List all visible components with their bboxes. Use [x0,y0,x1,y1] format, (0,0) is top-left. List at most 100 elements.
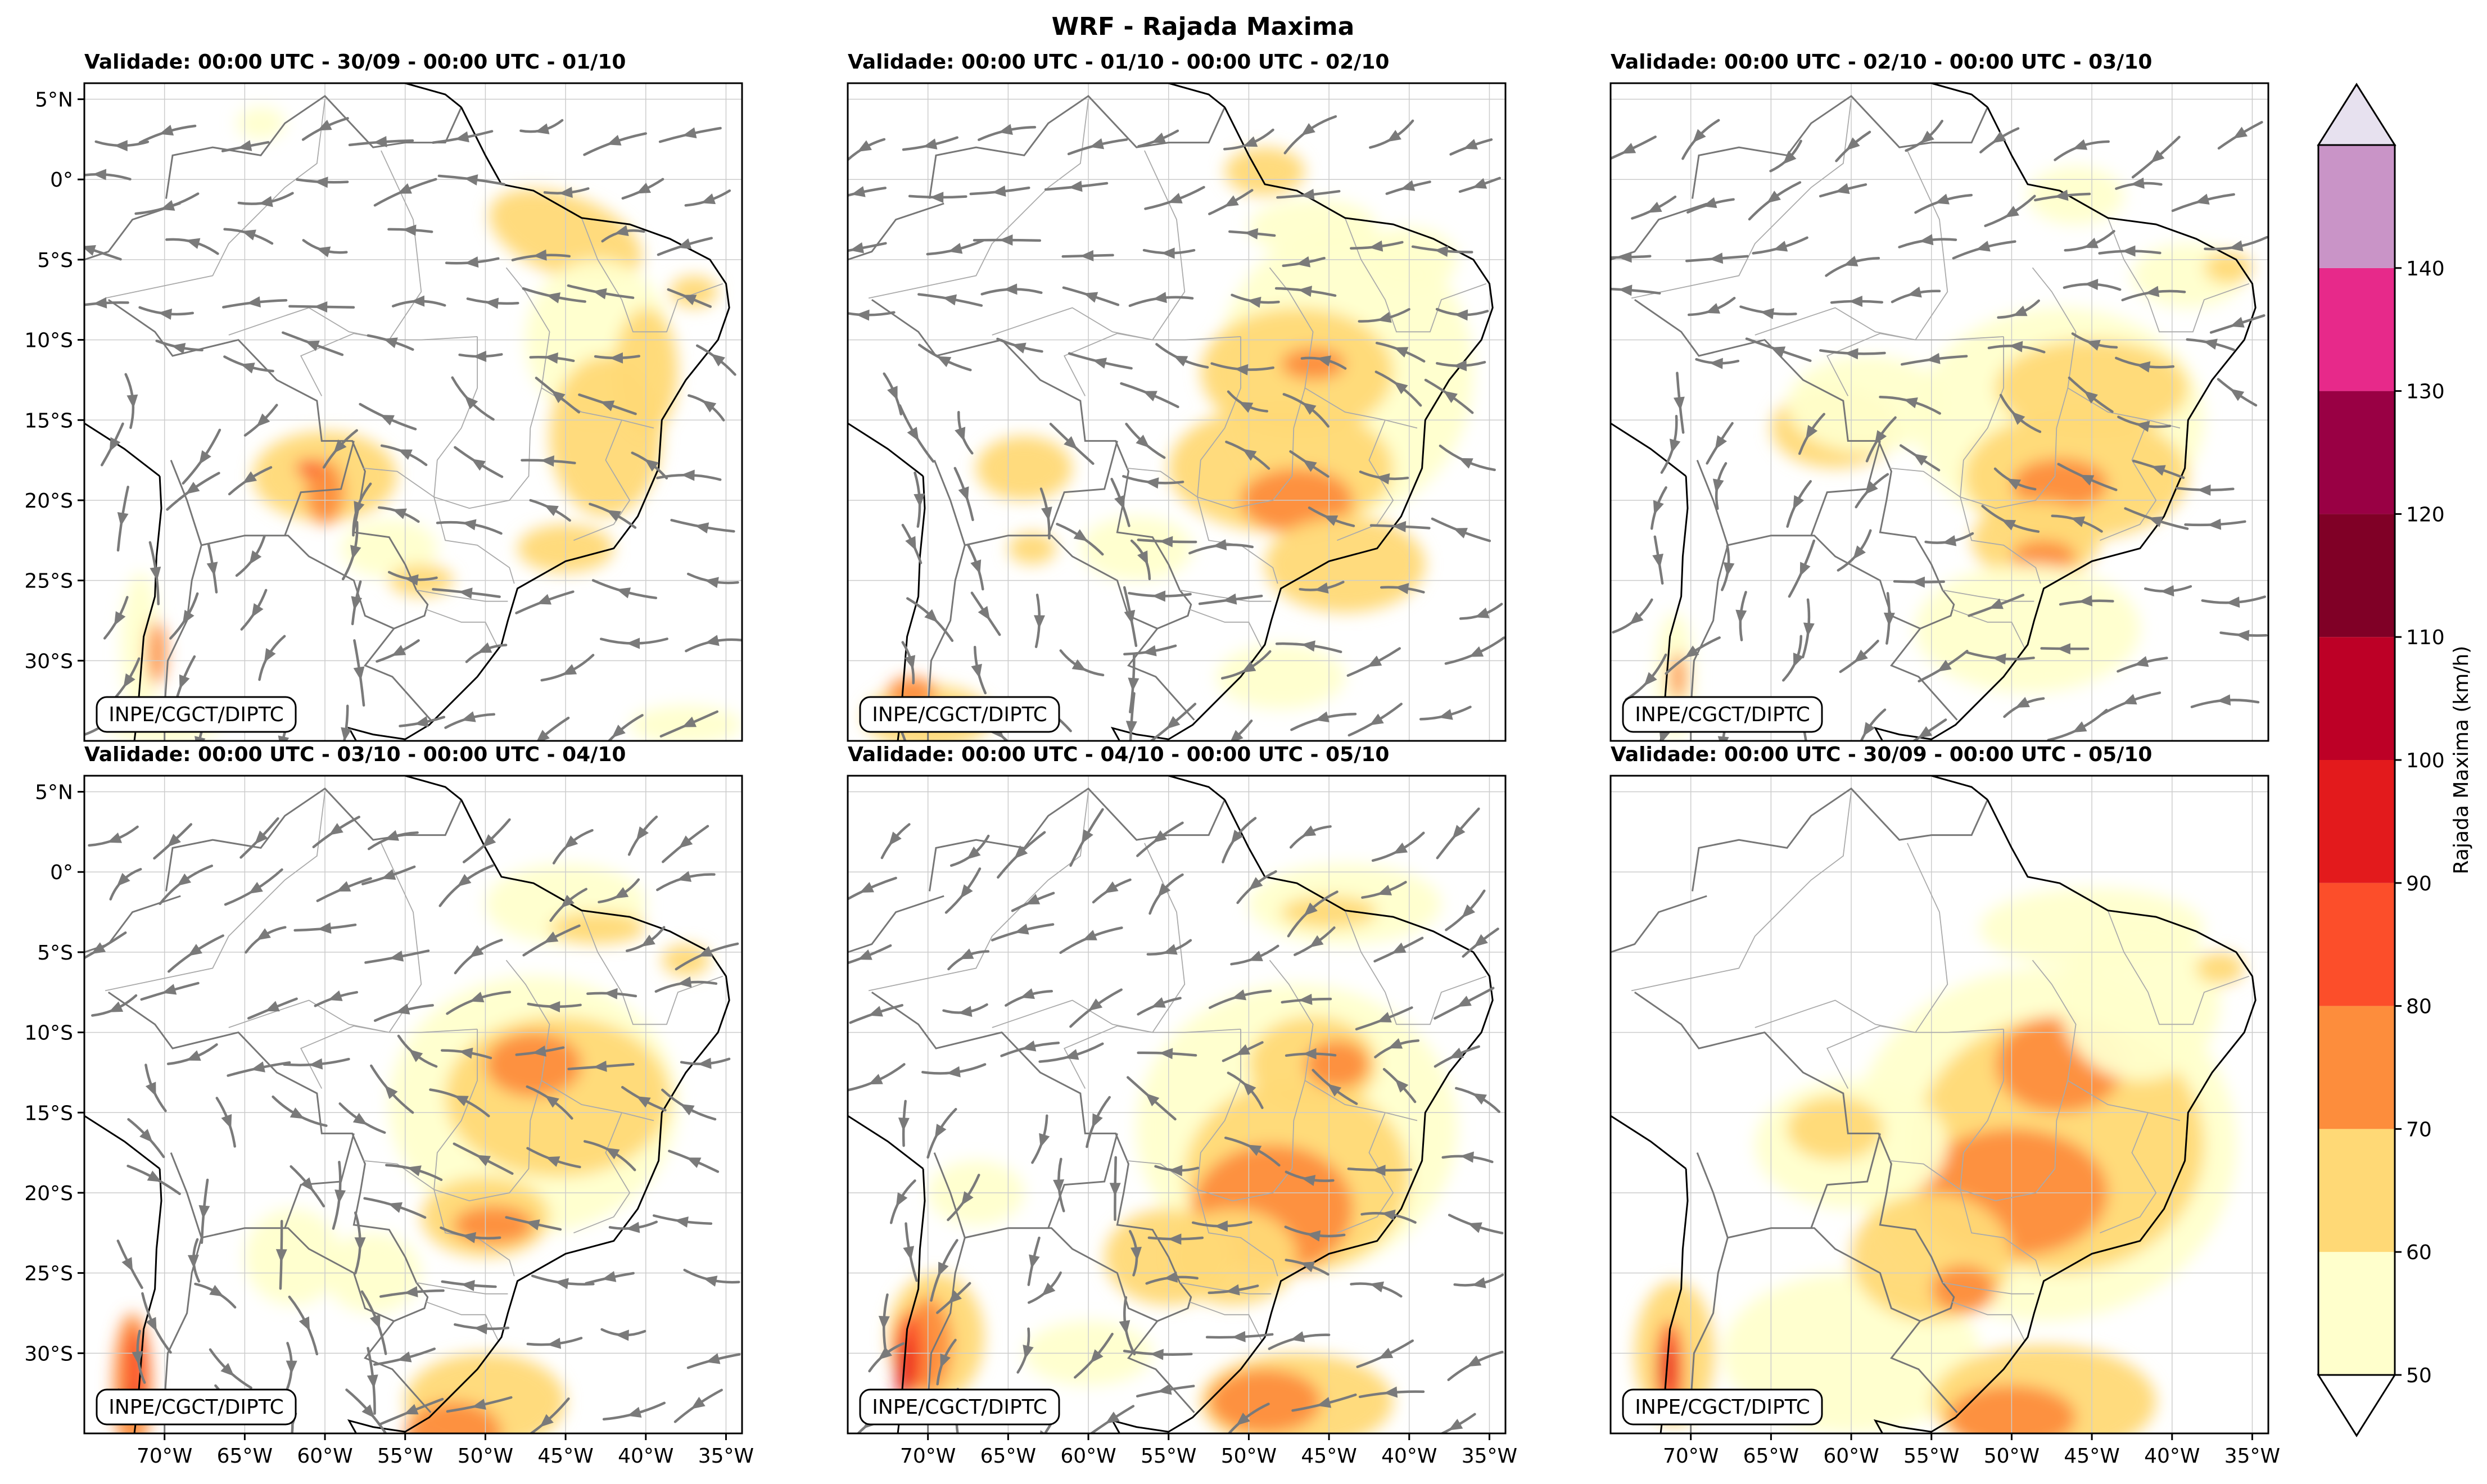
coastline [848,776,1494,1433]
country-border-line [848,202,944,261]
streamline-arrow [1249,877,1263,890]
lat-label: 15°S [24,409,73,432]
streamline-arrow [1169,1165,1183,1177]
wind-streamlines [848,807,1504,1433]
lon-label: 35°W [2224,1445,2280,1468]
lat-label: 25°S [24,570,73,593]
streamline-arrow [1041,506,1052,521]
panel-title: Validade: 00:00 UTC - 03/10 - 00:00 UTC … [84,743,626,766]
state-border-line [1942,1282,2034,1295]
streamline-arrow [1231,830,1244,844]
streamline-arrow [2009,341,2023,352]
streamline-arrow [206,562,218,576]
coastline-path [1873,799,2257,1433]
streamline-arrow [316,246,331,257]
streamline-arrow [1472,1277,1486,1288]
streamline-arrow [198,1205,210,1219]
streamline-arrow [564,835,578,849]
map-panel-4: Validade: 00:00 UTC - 03/10 - 00:00 UTC … [24,743,754,1468]
streamline-arrow [1315,711,1330,723]
map-frame [83,775,743,1435]
streamline [1455,1087,1501,1114]
coastline-path [1165,776,1226,800]
longitude-labels: 70°W 65°W 60°W 55°W 50°W 45°W 40°W 35°W [900,1433,1517,1468]
streamline-arrow [1618,284,1633,296]
country-border-line [871,298,1195,721]
streamline-arrow [1163,944,1178,955]
streamline-arrow [1799,562,1811,577]
streamline-arrow [533,249,547,261]
streamline [1369,119,1414,149]
streamline-arrow [562,664,577,675]
state-border-line [1631,99,1852,299]
streamline-arrow [970,559,982,574]
map-frame [1609,775,2269,1435]
streamline [688,394,725,422]
streamline-arrow [329,823,343,835]
streamline-arrow [391,645,406,656]
streamline-arrow [1806,424,1818,440]
state-border-line [433,336,542,509]
streamline-arrow [1238,401,1254,413]
streamline-arrow [1393,842,1408,854]
lon-label: 65°W [217,1445,273,1468]
streamline-arrow [961,1191,974,1206]
streamline-arrow [2001,519,2016,531]
streamline-arrow [1935,193,1950,205]
lon-label: 50°W [458,1445,513,1468]
streamline-arrow [641,934,655,947]
streamline-arrow [612,725,626,738]
streamline-arrow [1011,342,1027,354]
coastline-path [1928,83,1988,108]
streamline-arrow [1652,553,1663,568]
streamline-arrow [859,882,874,893]
streamline-arrow [1128,677,1140,692]
streamline-arrow [1301,640,1315,652]
lon-label: 55°W [1141,1445,1196,1468]
gust-area [1787,356,1948,453]
streamline-arrow [1300,1261,1315,1273]
streamline-arrow [251,1061,265,1073]
streamline-arrow [1164,1271,1178,1283]
streamline-arrow [607,510,621,522]
streamline-arrow [1684,645,1699,658]
streamline-arrow [1242,449,1257,461]
country-border-line [284,1133,355,1229]
streamline-arrow [1377,311,1392,323]
credit-box: INPE/CGCT/DIPTC [859,696,1060,733]
streamline-arrow [132,1351,143,1365]
gust-area [549,912,646,944]
credit-box: INPE/CGCT/DIPTC [96,696,297,733]
streamline-arrow [385,1085,398,1100]
map-panel-2: Validade: 00:00 UTC - 01/10 - 00:00 UTC … [847,51,1507,742]
streamline-arrow [544,352,558,364]
streamline-arrow [605,1147,620,1160]
colorbar-ticks: 50 60 70 80 90 100 110 120 130 140 [2395,257,2445,1387]
streamline-arrow [1387,130,1401,142]
streamline-arrow [198,450,211,465]
streamline-arrow [946,1066,961,1078]
streamline-arrow [457,874,472,887]
streamline-arrow [2195,193,2210,205]
streamline-arrow [1157,883,1171,897]
streamline-arrow [1053,1179,1065,1193]
streamline-arrow [1042,1282,1056,1296]
streamline-arrow [1454,309,1468,321]
streamline-arrow [1793,653,1804,667]
streamline-arrow [1621,143,1636,154]
state-border-line [868,99,1089,299]
streamline-arrow [938,1261,949,1277]
colorbar-segment [2318,514,2395,637]
streamline-arrow [160,200,175,211]
streamline-arrow [1226,1284,1240,1296]
lon-label: 45°W [537,1445,593,1468]
streamline-arrow [1760,307,1775,319]
streamline-arrow [677,238,692,250]
streamline-arrow [1247,1144,1262,1156]
streamline-arrow [923,138,938,150]
streamline-arrow [2054,189,2069,201]
streamline-arrow [705,635,720,646]
streamline-arrow [1304,902,1318,916]
state-border-line [1197,1189,1278,1277]
streamline-arrow [1168,1233,1182,1245]
